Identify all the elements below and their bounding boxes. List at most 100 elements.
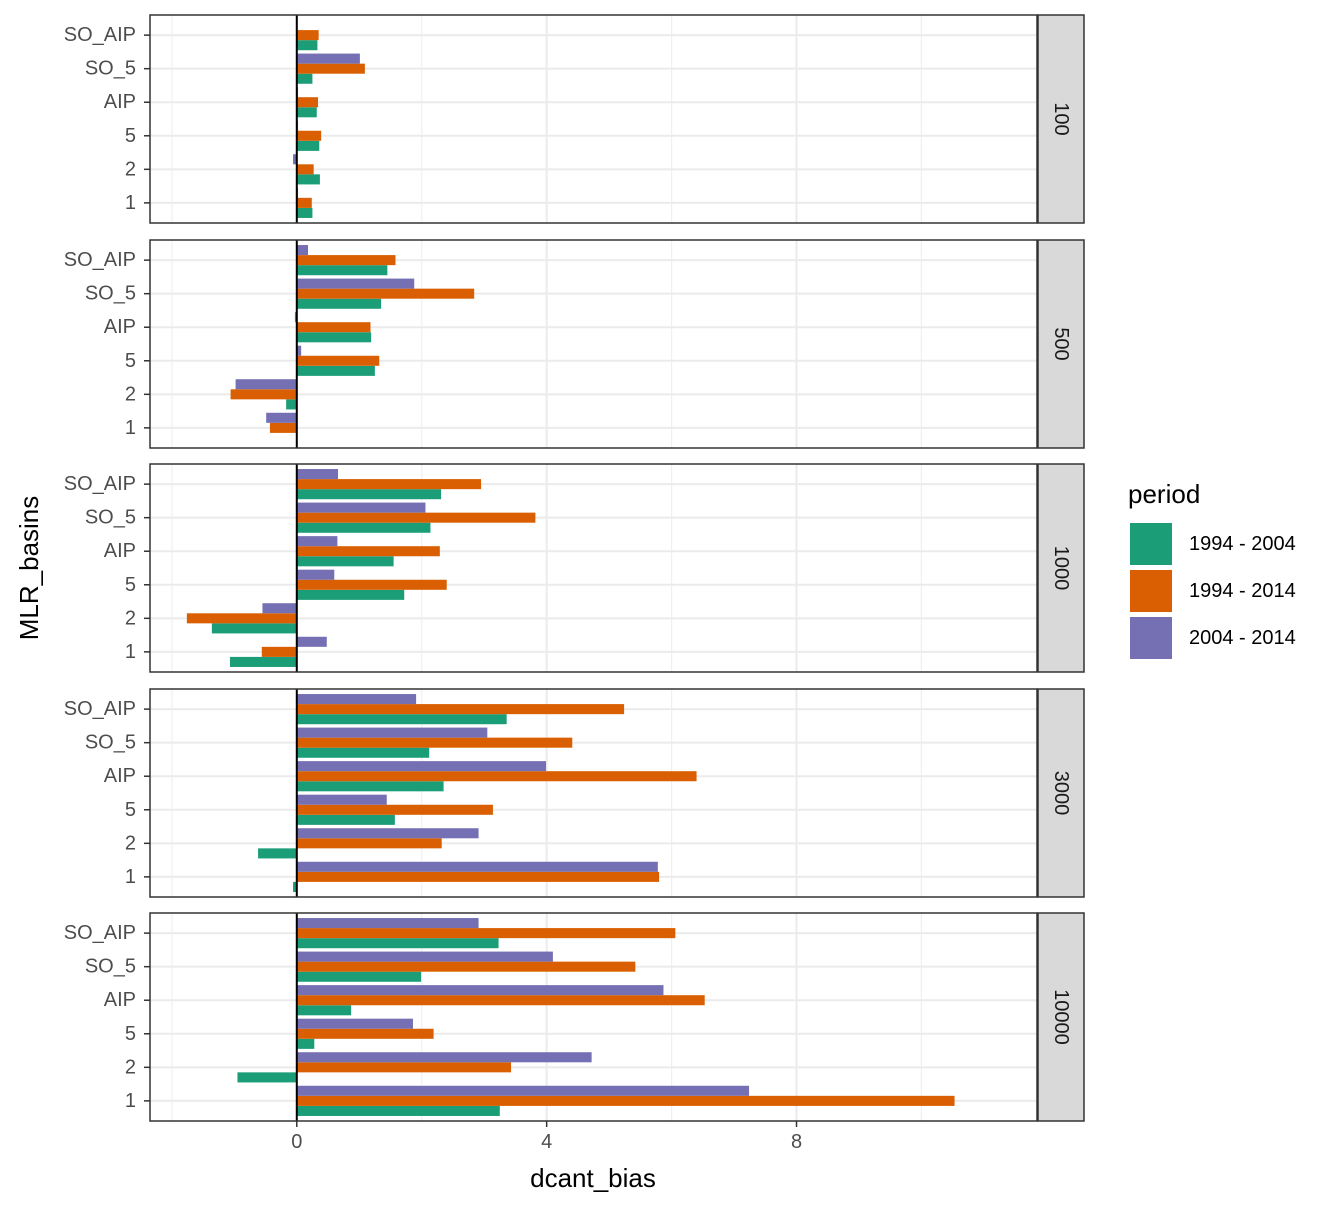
panel-3000: 3000 1 2 5 AIP SO_5 SO_AIP [64, 688, 1085, 898]
bar-100-1-1994-2014 [296, 197, 312, 208]
y-tick-label: 1 [125, 866, 136, 888]
bar-3000-SO_AIP-2004-2014 [296, 694, 417, 705]
bar-1000-AIP-1994-2004 [296, 556, 394, 567]
legend-key [1130, 523, 1172, 565]
facet-strip [1037, 912, 1085, 1122]
panel-border [149, 912, 1038, 1122]
bar-10000-1-1994-2004 [296, 1105, 500, 1116]
bar-1000-SO_5-1994-2004 [296, 522, 431, 533]
bar-500-SO_5-1994-2014 [296, 288, 475, 299]
bar-10000-1-1994-2014 [296, 1095, 955, 1106]
bar-100-2-1994-2004 [296, 174, 320, 185]
bar-3000-SO_AIP-1994-2004 [296, 714, 507, 725]
bar-10000-5-1994-2004 [296, 1038, 315, 1049]
y-tick-label: 2 [125, 607, 136, 629]
panel-500: 500 1 2 5 AIP SO_5 SO_AIP [64, 239, 1085, 449]
bar-3000-2-1994-2004 [258, 848, 297, 859]
legend-key [1130, 617, 1172, 659]
facet-strip-label: 1000 [1050, 546, 1072, 591]
bar-500-SO_AIP-1994-2014 [296, 255, 396, 266]
y-tick-label: SO_5 [85, 732, 136, 754]
x-axis: 0 4 8 [291, 1121, 802, 1153]
legend-label: 1994 - 2014 [1189, 580, 1296, 602]
chart-panels: 100 1 2 5 AIP SO_5 SO_AIP 500 1 2 5 AIP SO_5 SO_AIP 10… [64, 14, 1085, 1122]
panel-100: 100 1 2 5 AIP SO_5 SO_AIP [64, 14, 1085, 224]
bar-1000-SO_AIP-1994-2014 [296, 479, 482, 490]
facet-strip-label: 500 [1050, 327, 1072, 360]
bar-3000-AIP-1994-2014 [296, 771, 697, 782]
bar-10000-5-1994-2014 [296, 1028, 434, 1039]
panel-background [150, 15, 1037, 223]
bar-1000-AIP-1994-2014 [296, 546, 440, 557]
bar-1000-2-1994-2004 [211, 623, 297, 634]
bar-10000-2-2004-2014 [296, 1052, 592, 1063]
x-tick-label: 4 [541, 1131, 552, 1153]
bar-3000-5-2004-2014 [296, 794, 387, 805]
y-tick-label: 5 [125, 350, 136, 372]
legend: period 1994 - 2004 1994 - 2014 2004 - 2014 [1128, 479, 1296, 659]
legend-entry: 1994 - 2004 [1130, 523, 1296, 565]
bar-1000-1-1994-2014 [261, 646, 297, 657]
y-tick-label: AIP [104, 989, 136, 1011]
panel-1000: 1000 1 2 5 AIP SO_5 SO_AIP [64, 463, 1085, 673]
y-axis-title: MLR_basins [14, 496, 44, 641]
y-tick-label: SO_AIP [64, 473, 136, 495]
y-tick-label: AIP [104, 91, 136, 113]
bar-500-2-2004-2014 [235, 379, 297, 390]
bar-10000-SO_AIP-1994-2004 [296, 938, 499, 949]
y-tick-label: 5 [125, 799, 136, 821]
bar-10000-SO_AIP-1994-2014 [296, 928, 676, 939]
facet-strip-label: 100 [1050, 102, 1072, 135]
y-tick-label: SO_AIP [64, 24, 136, 46]
y-tick-label: 2 [125, 1056, 136, 1078]
facet-strip [1037, 688, 1085, 898]
bar-3000-SO_5-1994-2004 [296, 747, 430, 758]
panel-background [150, 464, 1037, 672]
bar-100-AIP-1994-2004 [296, 107, 317, 118]
bar-10000-5-2004-2014 [296, 1018, 413, 1029]
bar-10000-SO_5-1994-2014 [296, 961, 636, 972]
y-tick-label: AIP [104, 765, 136, 787]
y-tick-label: 2 [125, 832, 136, 854]
bar-1000-2-1994-2014 [186, 613, 297, 624]
y-tick-label: AIP [104, 316, 136, 338]
bar-500-SO_AIP-2004-2014 [296, 245, 309, 256]
legend-key [1130, 570, 1172, 612]
bar-500-AIP-1994-2004 [296, 332, 372, 343]
bar-100-SO_5-1994-2004 [296, 73, 313, 84]
bar-3000-1-1994-2004 [293, 881, 297, 892]
legend-label: 2004 - 2014 [1189, 627, 1296, 649]
bar-500-SO_5-1994-2004 [296, 298, 382, 309]
bar-100-2-2004-2014 [293, 154, 297, 165]
bar-10000-AIP-1994-2014 [296, 995, 705, 1006]
bar-10000-SO_AIP-2004-2014 [296, 918, 479, 929]
bar-3000-AIP-2004-2014 [296, 761, 547, 772]
y-tick-label: 5 [125, 1023, 136, 1045]
y-tick-label: SO_5 [85, 283, 136, 305]
bar-1000-2-2004-2014 [262, 603, 297, 614]
bar-100-AIP-1994-2014 [296, 97, 319, 108]
legend-title: period [1128, 479, 1200, 509]
bar-10000-2-1994-2004 [237, 1072, 297, 1083]
bar-10000-SO_5-1994-2004 [296, 971, 422, 982]
y-tick-label: 5 [125, 574, 136, 596]
bar-100-SO_AIP-1994-2004 [296, 40, 318, 51]
facet-strip [1037, 239, 1085, 449]
y-tick-label: 1 [125, 417, 136, 439]
bar-1000-5-1994-2004 [296, 589, 405, 600]
facet-strip-label: 10000 [1050, 989, 1072, 1045]
bar-100-5-1994-2014 [296, 130, 322, 141]
bar-3000-1-1994-2014 [296, 871, 660, 882]
bar-3000-SO_5-2004-2014 [296, 727, 488, 738]
panel-border [149, 14, 1038, 224]
bar-500-2-1994-2004 [286, 399, 297, 410]
bar-500-1-1994-2014 [269, 422, 297, 433]
y-tick-label: 1 [125, 192, 136, 214]
panel-border [149, 463, 1038, 673]
y-tick-label: 2 [125, 383, 136, 405]
bar-3000-AIP-1994-2004 [296, 781, 444, 792]
bar-1000-5-2004-2014 [296, 569, 335, 580]
bar-3000-5-1994-2004 [296, 814, 395, 825]
bar-100-5-1994-2004 [296, 140, 320, 151]
